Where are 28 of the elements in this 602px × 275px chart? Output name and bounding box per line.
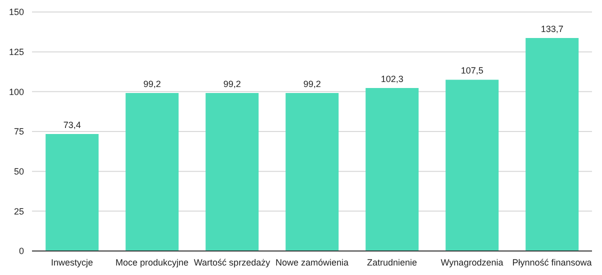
y-tick-label: 25 bbox=[14, 206, 24, 216]
data-label: 133,7 bbox=[540, 24, 564, 34]
x-tick-label: Nowe zamówienia bbox=[275, 257, 349, 268]
y-tick-label: 0 bbox=[18, 246, 24, 256]
x-tick-label: Wynagrodzenia bbox=[440, 257, 504, 268]
data-label: 73,4 bbox=[63, 120, 81, 130]
data-label: 99,2 bbox=[143, 78, 161, 89]
bar bbox=[286, 92, 339, 251]
data-label: 107,5 bbox=[460, 66, 484, 76]
x-tick-label: Moce produkcyjne bbox=[115, 257, 189, 268]
y-tick-label: 100 bbox=[8, 86, 24, 97]
y-tick-label: 150 bbox=[8, 7, 24, 18]
bar bbox=[446, 80, 499, 251]
y-tick-label: 125 bbox=[8, 47, 24, 58]
bar bbox=[206, 92, 259, 251]
x-tick-label: Zatrudnienie bbox=[366, 257, 418, 268]
data-label: 102,3 bbox=[380, 74, 404, 84]
x-tick-label: Płynność finansowa bbox=[512, 257, 592, 268]
bar bbox=[366, 88, 419, 251]
bar bbox=[526, 38, 579, 251]
data-label: 99,2 bbox=[223, 78, 241, 89]
y-tick-label: 75 bbox=[14, 126, 24, 137]
x-tick-label: Wartość sprzedaży bbox=[194, 257, 271, 268]
x-tick-label: Inwestycje bbox=[50, 257, 94, 268]
bar bbox=[126, 92, 179, 251]
data-label: 99,2 bbox=[303, 78, 321, 89]
bar bbox=[46, 134, 99, 251]
y-tick-label: 50 bbox=[14, 166, 24, 177]
